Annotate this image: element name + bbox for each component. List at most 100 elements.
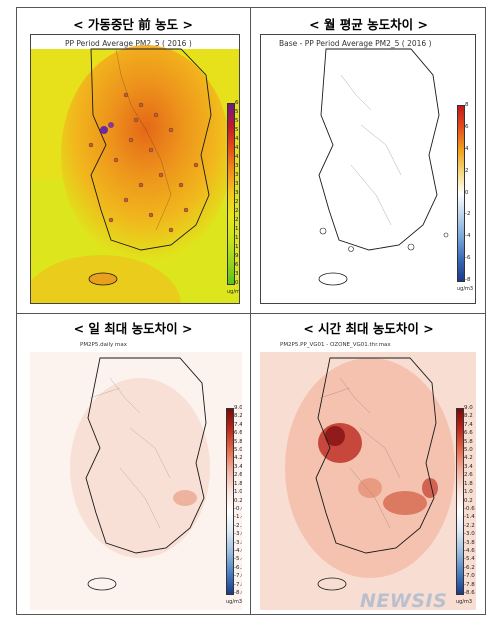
- colorbar-tick-label: 3.4: [234, 463, 242, 470]
- vertical-divider: [250, 7, 251, 615]
- colorbar-tick-label: -0.6: [464, 505, 475, 512]
- colorbar-tick-label: 6.6: [464, 430, 473, 437]
- colorbar-tick-label: 5.0: [234, 447, 242, 454]
- panel-2-map: Base - PP Period Average PM2_5 ( 2016 ) …: [260, 34, 476, 304]
- colorbar-tick-label: 48: [235, 136, 239, 142]
- colorbar-tick-label: -1.4: [464, 514, 475, 521]
- panel-4-map: PM2P5.PP_VG01 - OZONE_VG01.thr.max 9.0 8.…: [260, 338, 476, 610]
- figure-frame: [16, 7, 486, 615]
- panel-3-map-graphic: [30, 352, 242, 610]
- colorbar-unit-label: ug/m3: [456, 599, 473, 605]
- colorbar-tick-label: 33: [235, 181, 239, 187]
- colorbar-tick-label: 0: [235, 280, 239, 286]
- colorbar-tick-label: -2.2: [234, 522, 242, 529]
- panel-2-title: < 월 평균 농도차이 >: [309, 17, 428, 32]
- colorbar-tick-label: 45: [235, 145, 239, 151]
- colorbar-tick-label: -3.0: [464, 531, 475, 538]
- colorbar-unit-label: ug/m3: [226, 599, 242, 605]
- colorbar-tick-label: -4: [465, 233, 471, 240]
- colorbar-tick-label: 0.2: [464, 497, 473, 504]
- panel-4-colorbar: [456, 408, 464, 595]
- colorbar-tick-label: 2.6: [234, 472, 242, 479]
- colorbar-tick-label: -7.0: [234, 573, 242, 580]
- colorbar-tick-label: 21: [235, 217, 239, 223]
- colorbar-tick-label: 5.0: [464, 447, 473, 454]
- colorbar-tick-label: -6.2: [464, 564, 475, 571]
- colorbar-tick-label: -5.4: [234, 556, 242, 563]
- panel-1-subtitle: PP Period Average PM2_5 ( 2016 ): [65, 39, 192, 48]
- colorbar-tick-label: 42: [235, 154, 239, 160]
- colorbar-tick-label: 6: [235, 262, 239, 268]
- colorbar-tick-label: -4.6: [464, 547, 475, 554]
- colorbar-tick-label: 2: [465, 167, 469, 174]
- colorbar-tick-label: 27: [235, 199, 239, 205]
- horizontal-divider: [16, 313, 486, 314]
- panel-1-title: < 가동중단 前 농도 >: [73, 17, 193, 32]
- colorbar-tick-label: -6.2: [234, 564, 242, 571]
- colorbar-tick-label: -8.6: [234, 590, 242, 596]
- colorbar-tick-label: 51: [235, 127, 239, 133]
- colorbar-tick-label: 0: [465, 189, 469, 196]
- panel-4-map-graphic: [260, 352, 476, 610]
- colorbar-tick-label: 2.6: [464, 472, 473, 479]
- panel-3-map: PM2P5.daily max 9.0 8.2 7.4 6.6 5.8 5.0 4.2 3.4…: [30, 338, 242, 610]
- panel-3-subtitle: PM2P5.daily max: [80, 342, 128, 348]
- colorbar-tick-label: 60: [235, 100, 239, 106]
- colorbar-tick-label: 6: [465, 123, 469, 130]
- panel-1-colorbar: [227, 103, 235, 285]
- colorbar-tick-label: -6: [465, 255, 471, 262]
- colorbar-unit-label: ug/m3: [227, 289, 240, 295]
- panel-2-map-graphic: [318, 48, 449, 286]
- colorbar-tick-label: -2.2: [464, 522, 475, 529]
- colorbar-tick-label: -4.6: [234, 547, 242, 554]
- colorbar-tick-label: 6.6: [234, 430, 242, 437]
- colorbar-tick-label: 8: [465, 102, 469, 108]
- colorbar-tick-label: 9.0: [464, 405, 473, 411]
- colorbar-tick-label: -2: [465, 211, 471, 218]
- panel-3-title: < 일 최대 농도차이 >: [73, 321, 193, 336]
- colorbar-tick-label: 57: [235, 109, 239, 115]
- colorbar-tick-label: -7.0: [464, 573, 475, 580]
- colorbar-tick-label: -8.6: [464, 590, 475, 596]
- colorbar-tick-label: 9: [235, 253, 239, 259]
- colorbar-tick-label: 1.0: [234, 489, 242, 496]
- colorbar-tick-label: 1.8: [234, 480, 242, 487]
- colorbar-tick-label: 4.2: [234, 455, 242, 462]
- colorbar-tick-label: 15: [235, 235, 239, 241]
- colorbar-tick-label: 5.8: [234, 438, 242, 445]
- colorbar-tick-label: -0.6: [234, 505, 242, 512]
- colorbar-tick-label: 1.0: [464, 489, 473, 496]
- colorbar-tick-label: -3.8: [464, 539, 475, 546]
- colorbar-tick-label: 4.2: [464, 455, 473, 462]
- colorbar-tick-label: -5.4: [464, 556, 475, 563]
- colorbar-tick-label: 4: [465, 145, 469, 152]
- panel-1-map: PP Period Average PM2_5 ( 2016 ) 6: [30, 34, 240, 304]
- colorbar-tick-label: 18: [235, 226, 239, 232]
- colorbar-tick-label: -1.4: [234, 514, 242, 521]
- colorbar-tick-label: -3.8: [234, 539, 242, 546]
- colorbar-unit-label: ug/m3: [457, 286, 474, 292]
- colorbar-tick-label: 24: [235, 208, 239, 214]
- panel-4-title: < 시간 최대 농도차이 >: [303, 321, 434, 336]
- colorbar-tick-label: 12: [235, 244, 239, 250]
- panel-4-subtitle: PM2P5.PP_VG01 - OZONE_VG01.thr.max: [280, 342, 391, 348]
- colorbar-tick-label: 0.2: [234, 497, 242, 504]
- panel-1-map-graphic: [31, 45, 239, 303]
- colorbar-tick-label: 39: [235, 163, 239, 169]
- colorbar-tick-label: 8.2: [234, 413, 242, 420]
- colorbar-tick-label: 5.8: [464, 438, 473, 445]
- colorbar-tick-label: 36: [235, 172, 239, 178]
- colorbar-tick-label: 1.8: [464, 480, 473, 487]
- colorbar-tick-label: 54: [235, 118, 239, 124]
- colorbar-tick-label: 8.2: [464, 413, 473, 420]
- colorbar-tick-label: -8: [465, 277, 471, 283]
- colorbar-tick-label: 30: [235, 190, 239, 196]
- newsis-watermark: NEWSIS: [360, 590, 448, 612]
- colorbar-tick-label: -7.8: [464, 581, 475, 588]
- panel-2-subtitle: Base - PP Period Average PM2_5 ( 2016 ): [279, 39, 432, 48]
- colorbar-tick-label: 7.4: [464, 421, 473, 428]
- colorbar-tick-label: 3.4: [464, 463, 473, 470]
- panel-2-colorbar: [457, 105, 465, 282]
- colorbar-tick-label: 3: [235, 271, 239, 277]
- colorbar-tick-label: -3.0: [234, 531, 242, 538]
